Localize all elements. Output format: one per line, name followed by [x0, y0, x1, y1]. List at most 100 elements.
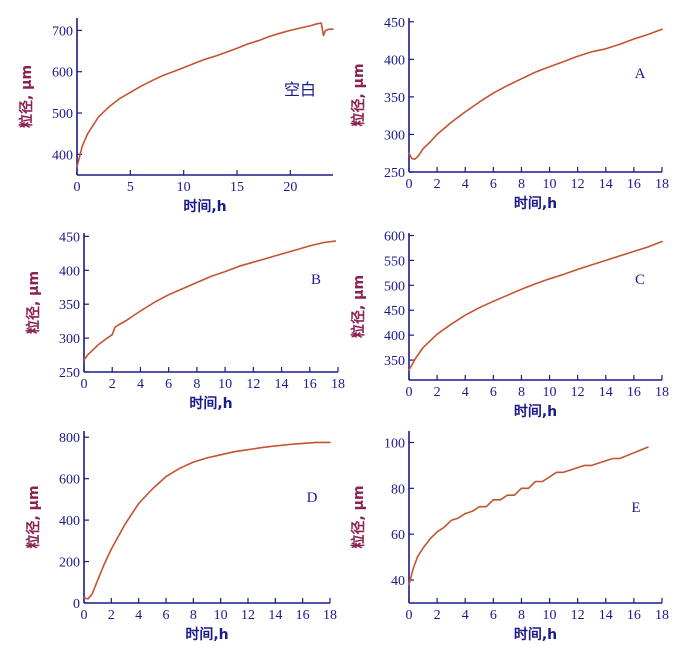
x-tick-label: 2	[434, 385, 441, 400]
x-tick-label: 12	[571, 177, 585, 192]
y-tick-label: 200	[59, 556, 80, 571]
x-tick-label: 8	[518, 385, 525, 400]
x-tick-label: 14	[599, 608, 613, 623]
x-tick-label: 4	[137, 377, 144, 392]
x-tick-label: 8	[190, 608, 197, 623]
x-tick-label: 10	[543, 608, 557, 623]
y-tick-label: 450	[384, 16, 405, 31]
y-tick-label: 500	[384, 279, 405, 294]
x-tick-label: 8	[518, 608, 525, 623]
x-tick-label: 10	[543, 177, 557, 192]
series-line	[76, 22, 334, 168]
y-tick-label: 300	[384, 128, 405, 143]
x-tick-label: 4	[462, 608, 469, 623]
x-tick-label: 8	[193, 377, 200, 392]
x-tick-label: 6	[490, 385, 497, 400]
y-tick-label: 60	[391, 528, 405, 543]
x-tick-label: 6	[163, 608, 170, 623]
panel-label: D	[307, 490, 318, 506]
x-tick-label: 14	[275, 377, 289, 392]
y-tick-label: 40	[391, 574, 405, 589]
x-tick-label: 4	[462, 177, 469, 192]
x-tick-label: 12	[571, 385, 585, 400]
chart-panel-2: 0 2 4 6 8 10 12 14 16 18 250 300 350 400 450 时间,h 粒径, μm…	[350, 16, 669, 212]
x-tick-label: 18	[323, 608, 337, 623]
y-tick-label: 80	[391, 482, 405, 497]
x-tick-label: 16	[627, 177, 641, 192]
y-tick-label: 500	[52, 107, 73, 122]
x-tick-label: 0	[81, 377, 88, 392]
chart-panel-1: 0 5 10 15 20 400 500 600 700 时间,h 粒径, μm 空白	[18, 18, 334, 215]
y-tick-label: 450	[384, 304, 405, 319]
y-tick-label: 400	[59, 264, 80, 279]
x-tick-label: 14	[268, 608, 282, 623]
chart-panel-6: 0 2 4 6 8 10 12 14 16 18 40 60 80 100 时间,h 粒径, μm E	[350, 431, 669, 643]
y-tick-label: 450	[59, 230, 80, 245]
x-tick-label: 0	[81, 608, 88, 623]
x-axis-title: 时间,h	[185, 626, 228, 643]
chart-panel-3: 0 2 4 6 8 10 12 14 16 18 250 300 350 400 450 时间,h 粒径, μm…	[25, 230, 345, 412]
series-line	[83, 240, 337, 361]
y-tick-label: 350	[384, 91, 405, 106]
x-axis-title: 时间,h	[183, 198, 226, 215]
x-axis-title: 时间,h	[189, 395, 232, 412]
x-tick-label: 18	[655, 177, 669, 192]
panel-label: C	[635, 272, 645, 288]
series-line	[408, 240, 663, 371]
x-tick-label: 16	[627, 608, 641, 623]
x-tick-label: 0	[406, 177, 413, 192]
y-tick-label: 800	[59, 431, 80, 446]
x-tick-label: 0	[74, 180, 81, 195]
panel-label: E	[631, 500, 640, 516]
y-tick-label: 600	[384, 229, 405, 244]
x-tick-label: 2	[434, 177, 441, 192]
chart-panel-5: 0 2 4 6 8 10 12 14 16 18 0 200 400 600 800 时间,h 粒径, μm D	[25, 431, 337, 643]
y-tick-label: 400	[59, 514, 80, 529]
x-tick-label: 18	[655, 385, 669, 400]
x-tick-label: 0	[406, 608, 413, 623]
x-tick-label: 14	[599, 177, 613, 192]
series-line	[408, 28, 663, 160]
y-tick-label: 400	[384, 53, 405, 68]
x-tick-label: 4	[462, 385, 469, 400]
x-tick-label: 15	[230, 180, 244, 195]
y-tick-label: 350	[384, 354, 405, 369]
x-tick-label: 10	[218, 377, 232, 392]
x-axis-title: 时间,h	[514, 195, 557, 212]
y-axis-title: 粒径, μm	[350, 275, 367, 338]
x-tick-label: 12	[241, 608, 255, 623]
x-tick-label: 20	[283, 180, 297, 195]
y-tick-label: 600	[52, 66, 73, 81]
x-tick-label: 5	[127, 180, 134, 195]
x-tick-label: 8	[518, 177, 525, 192]
y-tick-label: 0	[73, 597, 80, 612]
y-tick-label: 300	[59, 332, 80, 347]
y-tick-label: 550	[384, 254, 405, 269]
y-tick-label: 100	[384, 436, 405, 451]
x-tick-label: 6	[165, 377, 172, 392]
x-tick-label: 18	[655, 608, 669, 623]
x-tick-label: 2	[109, 377, 116, 392]
series-line	[83, 441, 331, 600]
x-tick-label: 10	[214, 608, 228, 623]
x-tick-label: 16	[627, 385, 641, 400]
x-axis-title: 时间,h	[514, 403, 557, 420]
x-tick-label: 12	[571, 608, 585, 623]
x-tick-label: 10	[177, 180, 191, 195]
y-tick-label: 350	[59, 298, 80, 313]
series-line	[408, 446, 649, 586]
x-tick-label: 6	[490, 608, 497, 623]
x-tick-label: 0	[406, 385, 413, 400]
y-tick-label: 700	[52, 24, 73, 39]
x-tick-label: 16	[296, 608, 310, 623]
x-tick-label: 10	[543, 385, 557, 400]
x-tick-label: 6	[490, 177, 497, 192]
y-axis-title: 粒径, μm	[18, 65, 35, 128]
chart-panel-4: 0 2 4 6 8 10 12 14 16 18 350 400 450 500 550 600 时间,h 粒径,…	[350, 229, 669, 420]
y-axis-title: 粒径, μm	[350, 485, 367, 548]
y-axis-title: 粒径, μm	[25, 271, 42, 334]
panel-label: B	[311, 272, 321, 288]
y-tick-label: 250	[384, 166, 405, 181]
x-tick-label: 12	[246, 377, 260, 392]
